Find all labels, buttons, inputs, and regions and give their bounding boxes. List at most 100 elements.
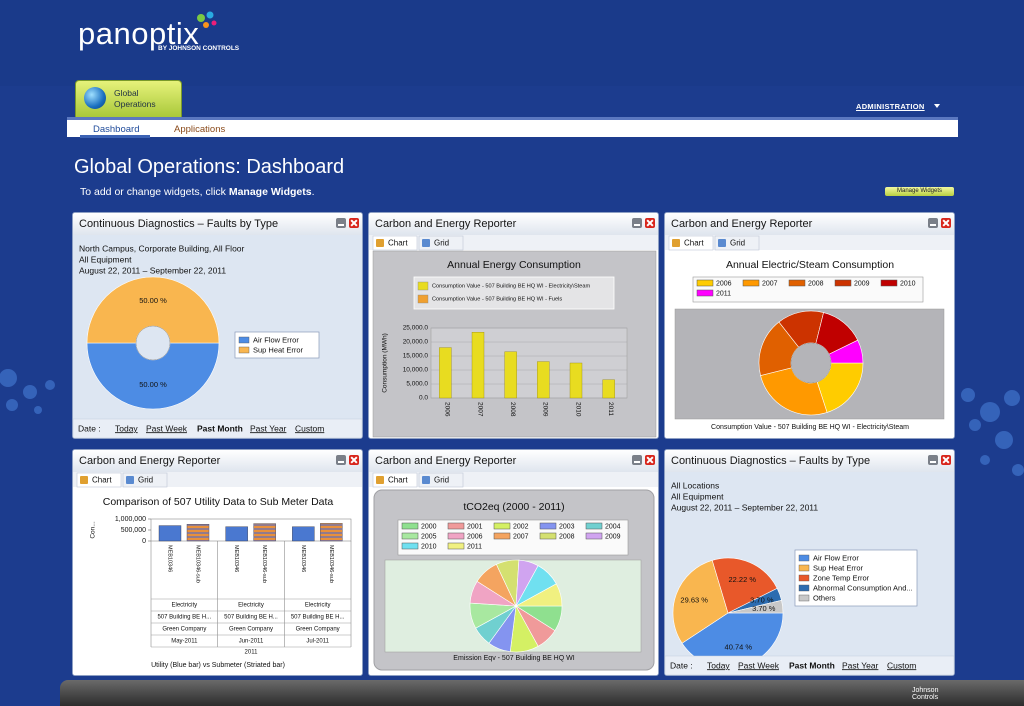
tab[interactable] [668,235,714,251]
tab[interactable] [372,235,418,251]
minimize-button[interactable] [336,455,346,465]
legend-label: 2003 [559,523,575,530]
close-button[interactable] [349,218,359,228]
date-option[interactable]: Past Week [738,660,780,670]
tab-label[interactable]: Grid [434,476,449,485]
date-option[interactable]: Past Week [146,423,188,433]
date-option[interactable]: Past Month [789,660,835,670]
close-button[interactable] [645,218,655,228]
widget-body: Chart Grid Comparison of 507 Utility Data … [73,472,362,675]
hint: To add or change widgets, click Manage W… [80,186,315,198]
legend-label: 2007 [513,533,529,540]
legend-swatch [417,294,429,304]
date-bar-label: Date : [78,423,101,433]
date-option[interactable]: Today [707,660,730,670]
minimize-button[interactable] [632,218,642,228]
bar [602,379,615,399]
tab[interactable] [418,472,464,488]
tab[interactable] [714,235,760,251]
tab-label[interactable]: Chart [92,476,112,485]
tab-label[interactable]: Chart [388,476,408,485]
minimize-button[interactable] [928,455,938,465]
info-line: North Campus, Corporate Building, All Fl… [79,243,245,253]
tab[interactable] [418,235,464,251]
bar-label: MEB10346-sub [261,545,267,583]
close-button[interactable] [645,455,655,465]
info-line: All Equipment [79,254,132,264]
legend-label: Consumption Value - 507 Building BE HQ W… [432,283,590,289]
close-button[interactable] [941,455,951,465]
minimize-button[interactable] [632,455,642,465]
date-bar [73,418,362,438]
legend-box [413,276,615,310]
bar-label: MEB10346 [167,545,173,572]
hint-link[interactable]: Manage Widgets [228,186,312,198]
page-title: Global Operations: Dashboard [74,156,345,178]
admin-menu[interactable]: ADMINISTRATION [856,102,925,111]
bar-stripes [187,524,209,541]
close-button[interactable] [941,218,951,228]
date-option[interactable]: Custom [887,660,916,670]
date-option[interactable]: Past Year [842,660,879,670]
hint-text: To add or change widgets, click [80,186,226,198]
bar-label: MEB10346 [233,545,239,572]
legend-swatch [798,594,810,602]
chart-caption: Emission Eqv - 507 Building BE HQ WI [453,655,574,662]
chart-title: Annual Electric/Steam Consumption [726,259,894,271]
widget-title: Continuous Diagnostics – Faults by Type [671,455,871,467]
manage-widgets-button[interactable]: Manage Widgets [885,187,954,196]
date-option[interactable]: Past Month [197,423,243,433]
row-label: Electricity [171,603,197,609]
admin-caret[interactable] [934,104,940,108]
tab-icon [422,239,430,247]
widget-body: North Campus, Corporate Building, All Fl… [73,235,362,438]
chart-caption: Consumption Value - 507 Building BE HQ W… [711,424,909,431]
widget-title: Continuous Diagnostics – Faults by Type [79,218,279,230]
minimize-button[interactable] [336,218,346,228]
legend-label: 2001 [467,523,483,530]
y-axis-title: Con... [90,521,97,539]
y-tick-label: 10,000.0 [403,367,429,374]
y-tick-label: 20,000.0 [403,339,429,346]
tab-label[interactable]: Chart [388,239,408,248]
widget-header: Carbon and Energy Reporter [369,450,658,473]
nav-link[interactable]: Dashboard [93,124,140,135]
chart-title: Comparison of 507 Utility Data to Sub Me… [103,496,334,508]
date-option[interactable]: Past Year [250,423,287,433]
tab-icon [126,476,134,484]
tab-icon [376,476,384,484]
x-tick-label: 2006 [444,402,451,417]
tab-label[interactable]: Grid [138,476,153,485]
date-option[interactable]: Custom [295,423,324,433]
legend-swatch [401,522,419,530]
tab[interactable] [76,472,122,488]
tab[interactable] [372,472,418,488]
bar [158,525,182,542]
donut-hole [790,342,832,384]
widget: Carbon and Energy Reporter Chart Grid Annua… [368,212,659,439]
chart-title: tCO2eq (2000 - 2011) [463,501,564,513]
tab[interactable] [122,472,168,488]
tab-label[interactable]: Chart [684,239,704,248]
legend-label: Others [813,593,836,602]
minimize-button[interactable] [928,218,938,228]
legend-swatch [417,281,429,291]
tab-label[interactable]: Grid [730,239,745,248]
row-label: 507 Building BE H... [224,615,278,621]
legend-swatch [539,532,557,540]
bar [569,362,583,399]
legend-label: 2011 [467,543,482,550]
app-tab[interactable]: Global Operations [75,80,182,117]
date-bar [665,655,954,675]
widget-title: Carbon and Energy Reporter [375,218,517,230]
row-label: Electricity [305,603,331,609]
nav-link[interactable]: Applications [174,124,226,135]
legend-swatch [696,279,714,287]
app-tab-label[interactable]: Global Operations [114,88,156,109]
bar [504,351,517,399]
date-option[interactable]: Today [115,423,138,433]
close-button[interactable] [349,455,359,465]
widget: Carbon and Energy Reporter Chart Grid Annua… [664,212,955,439]
tab-label[interactable]: Grid [434,239,449,248]
